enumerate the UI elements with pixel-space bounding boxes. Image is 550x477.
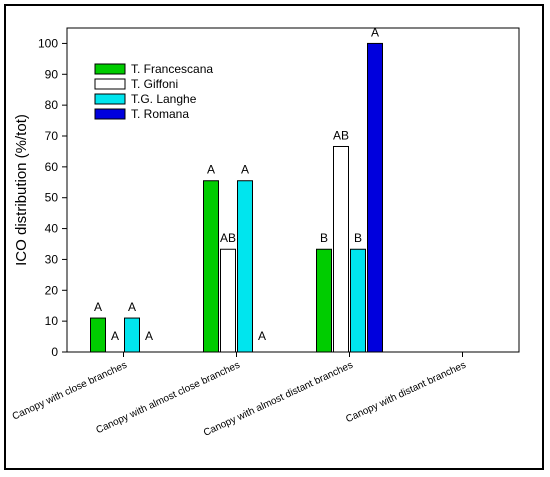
- y-ticks: 0 10 20 30 40 50 60 70 80 90 100: [38, 36, 67, 359]
- bar-data-label: A: [371, 25, 379, 39]
- y-tick-label: 0: [51, 345, 58, 359]
- legend-swatch: [94, 78, 126, 90]
- bar: [333, 145, 349, 353]
- plot-area: [66, 27, 520, 353]
- x-tick-label: Canopy with distant branches: [344, 360, 468, 425]
- bar-data-label: B: [354, 231, 362, 245]
- legend-swatch: [94, 108, 126, 120]
- y-tick-label: 30: [45, 252, 59, 266]
- y-tick-label: 40: [45, 222, 59, 236]
- bar: [220, 248, 236, 353]
- bar-data-label: A: [145, 329, 153, 343]
- bar-data-label: A: [207, 163, 215, 177]
- bar-data-label: A: [128, 300, 136, 314]
- y-tick-label: 50: [45, 191, 59, 205]
- bar-data-label: A: [111, 329, 119, 343]
- bar-data-label: A: [241, 163, 249, 177]
- bar: [90, 317, 106, 353]
- bar: [124, 317, 140, 353]
- legend-label: T. Francescana: [131, 62, 213, 76]
- bar-data-label: AB: [220, 231, 236, 245]
- y-tick-label: 70: [45, 129, 59, 143]
- bar: [367, 42, 383, 353]
- bar-data-label: B: [320, 231, 328, 245]
- bar-data-label: AB: [333, 128, 349, 142]
- y-tick-label: 100: [38, 36, 58, 50]
- bar: [350, 248, 366, 353]
- x-tick-label: Canopy with close branches: [11, 360, 129, 423]
- y-tick-label: 20: [45, 283, 59, 297]
- bars: [90, 42, 383, 353]
- y-tick-label: 90: [45, 67, 59, 81]
- bar-data-label: A: [94, 300, 102, 314]
- bar: [237, 180, 253, 353]
- bar: [316, 248, 332, 353]
- legend-label: T. Giffoni: [131, 77, 178, 91]
- y-axis-title: ICO distribution (%/tot): [13, 114, 30, 266]
- bar: [203, 180, 219, 353]
- legend-swatch: [94, 93, 126, 105]
- chart-frame: [4, 4, 544, 470]
- legend-label: T.G. Langhe: [131, 92, 197, 106]
- plot-frame: [66, 27, 520, 353]
- legend-label: T. Romana: [131, 107, 189, 121]
- bar-data-label: A: [258, 329, 266, 343]
- legend-swatch: [94, 63, 126, 75]
- y-tick-label: 60: [45, 160, 59, 174]
- y-tick-label: 10: [45, 314, 59, 328]
- y-tick-label: 80: [45, 98, 59, 112]
